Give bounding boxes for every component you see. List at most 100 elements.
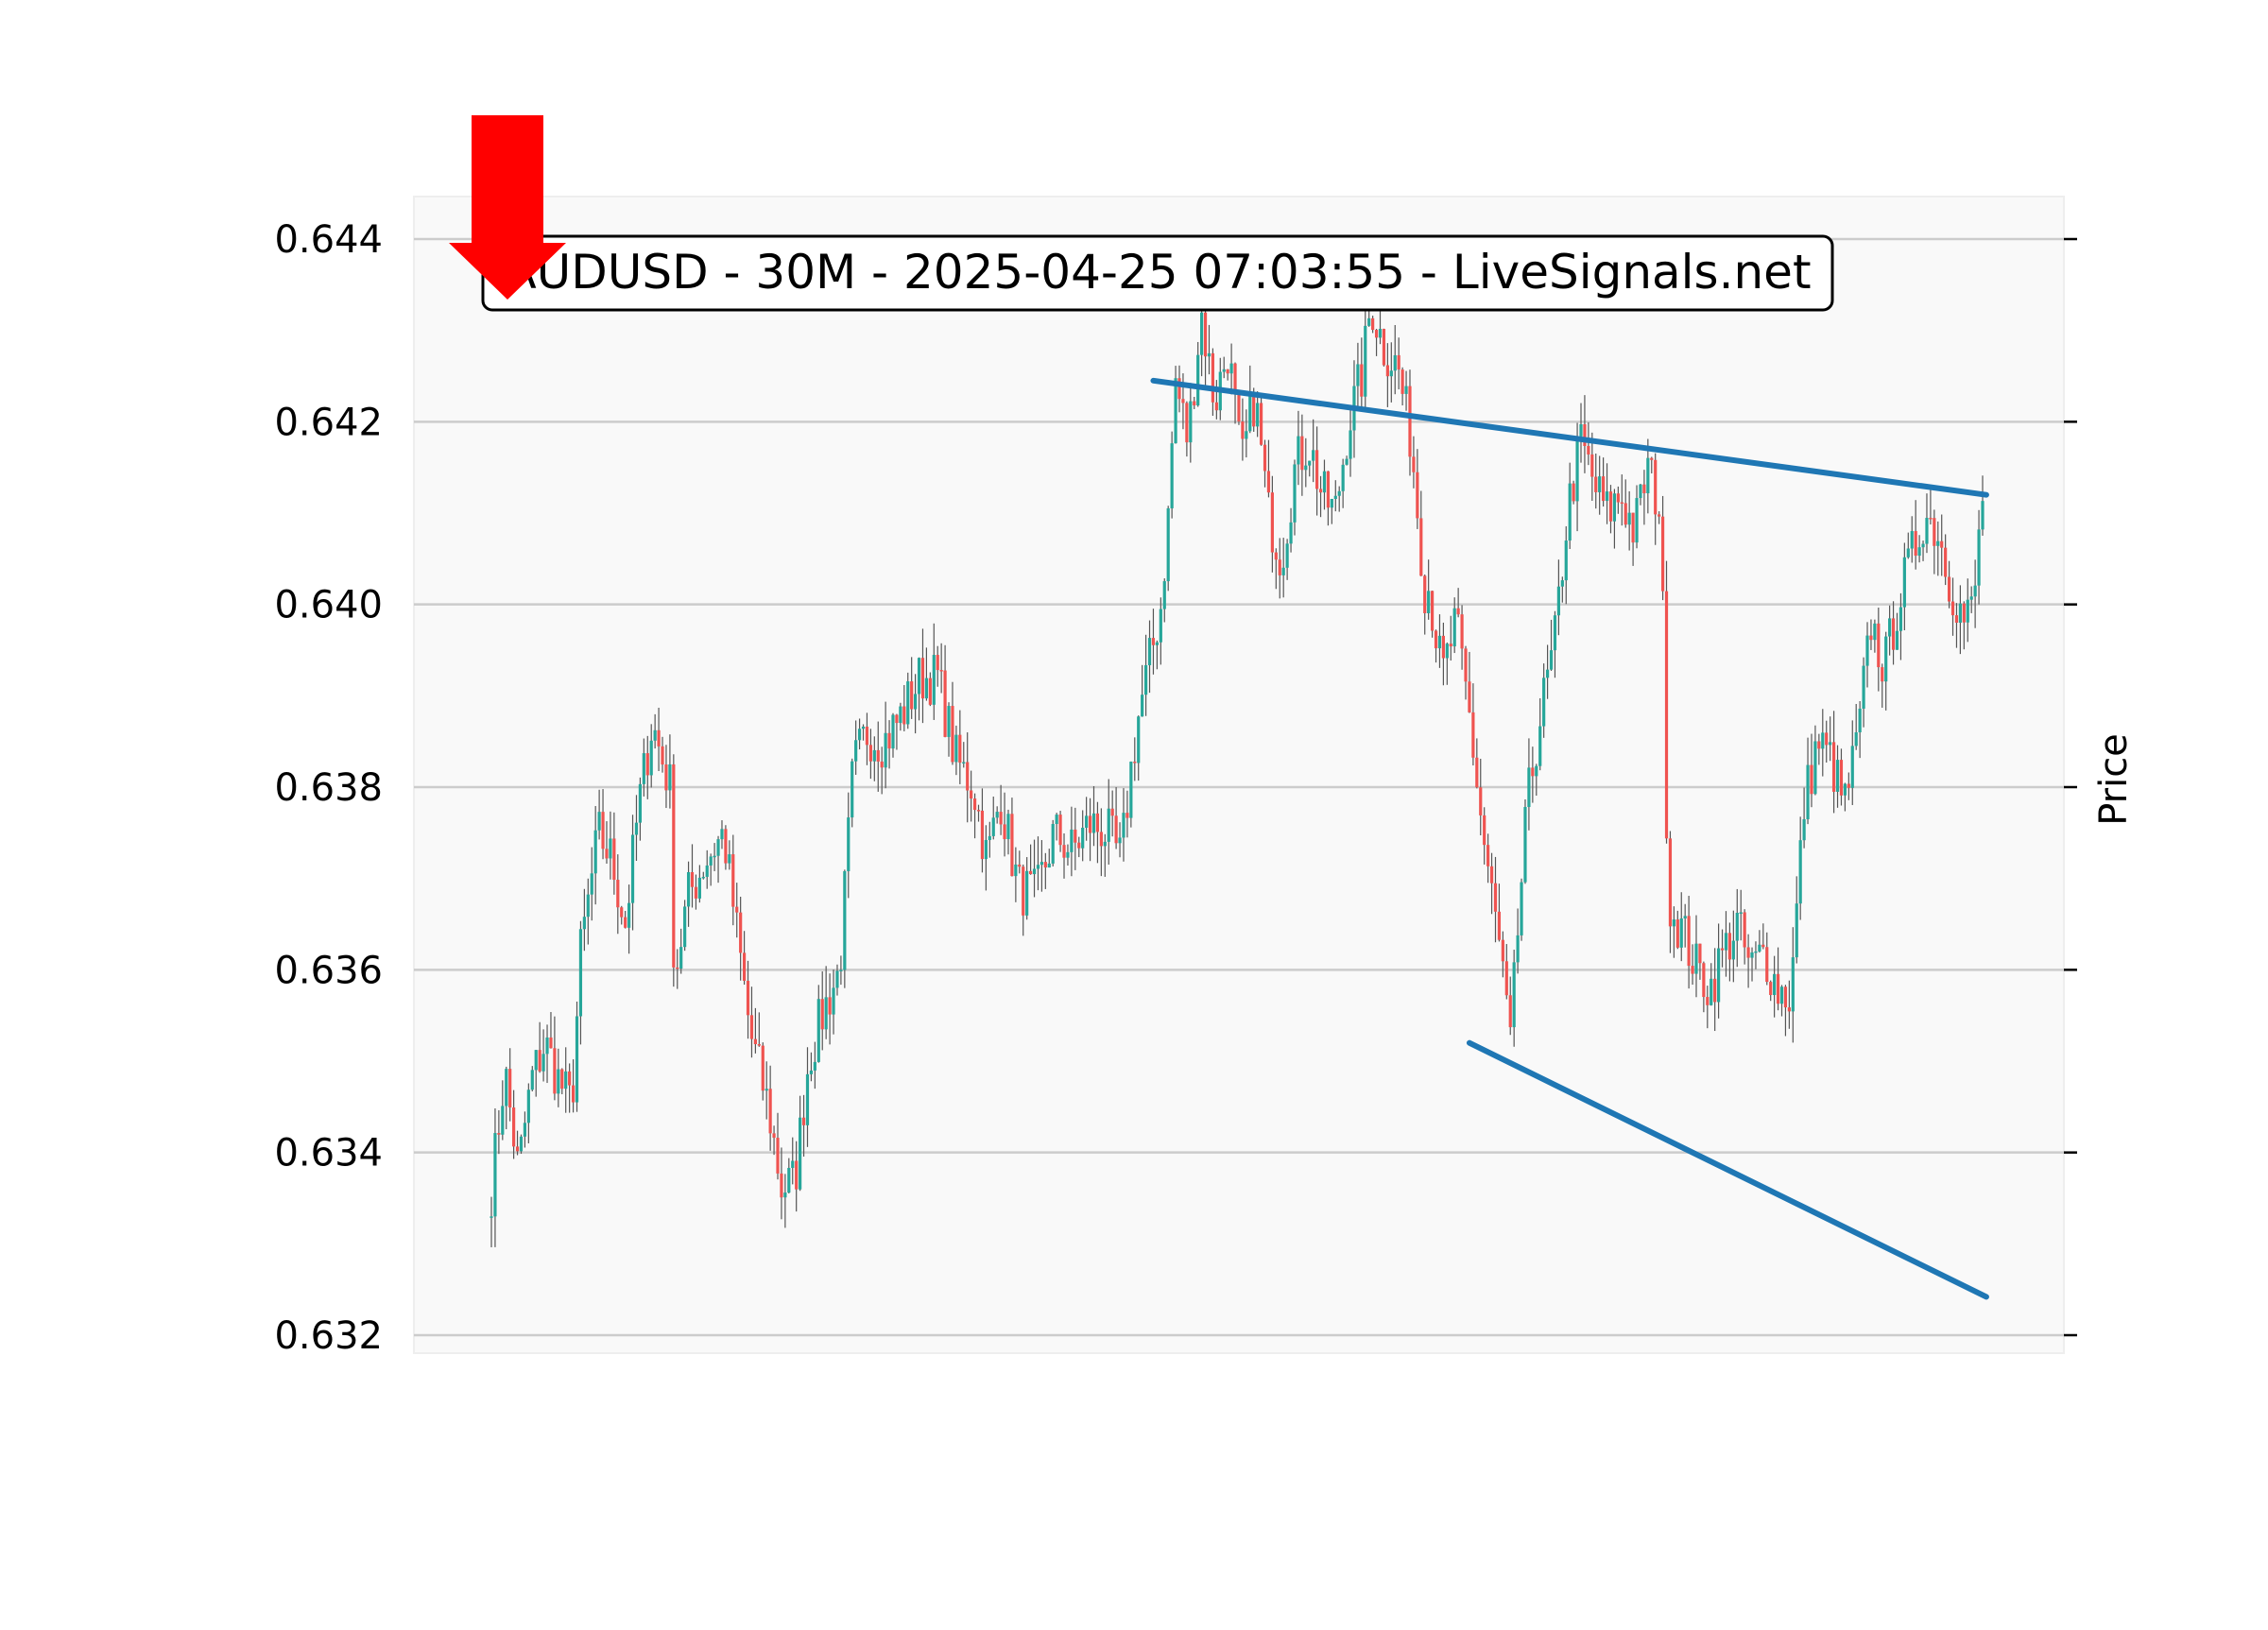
candle-up [1556,586,1560,616]
candle-up [991,817,995,836]
candle-down [1929,518,1933,520]
candle-down [1497,911,1502,940]
candle-up [1229,363,1233,374]
candle-up [1679,918,1683,948]
candle-down [1266,471,1271,493]
candle-up [1754,951,1758,953]
candle-down [1074,829,1077,843]
candle-up [668,764,672,791]
candle-up [686,871,691,907]
candle-up [1245,431,1248,439]
candle-up [578,929,583,1017]
candle-down [1233,363,1237,394]
candle-up [914,694,918,710]
candle-down [1654,459,1658,515]
candle-up [847,817,850,871]
candle-up [1337,490,1341,496]
candle-up [1545,669,1550,678]
candle-up [1627,512,1631,525]
candle-down [828,997,832,1015]
candle-down [939,670,943,672]
candle-up [816,999,820,1062]
candle-down [999,812,1003,825]
candle-up [683,906,687,948]
candle-up [1605,491,1609,502]
candle-up [884,732,887,768]
candle-down [1263,444,1267,472]
candle-down [1099,832,1103,847]
candle-up [835,970,839,988]
candle-up [1646,457,1650,494]
candle-up [861,726,866,729]
candle-up [1122,813,1125,838]
candle-down [1430,591,1435,631]
candle-down [1839,760,1844,796]
candle-down [753,1038,757,1045]
candle-up [523,1123,527,1137]
candle-up [720,829,724,840]
candle-up [716,839,720,856]
candle-up [593,830,597,874]
candle-down [1624,503,1627,525]
candle-up [1902,557,1906,608]
candle-down [1408,386,1412,457]
candle-down [1412,456,1416,472]
candle-down [801,1117,806,1125]
candle-up [1724,933,1728,951]
candle-up [1356,364,1360,386]
candle-up [1081,827,1085,849]
candle-down [1831,742,1836,792]
candle-up [1118,837,1122,844]
candle-up [1527,767,1531,808]
trendline-resistance [1150,377,1989,498]
candle-down [1010,814,1014,877]
candle-down [1151,638,1156,645]
candle-up [839,969,843,971]
candle-down [735,906,739,913]
candle-up [1921,543,1925,548]
y-tick-label-0: 0.632 [274,1314,383,1358]
candle-down [943,670,947,737]
candle-up [701,876,705,879]
candle-up [1364,325,1367,397]
candle-down [1274,552,1278,560]
candle-up [1850,746,1854,788]
candle-down [902,706,906,725]
candle-up [906,681,910,725]
candle-down [1583,423,1587,446]
candle-up [1166,507,1170,582]
candle-down [1608,491,1613,522]
candle-up [582,917,586,930]
candle-down [887,732,891,749]
candle-down [1468,681,1471,712]
candle-down [1211,352,1215,403]
candle-up [545,1037,549,1055]
candle-down [1650,457,1654,460]
candle-up [1025,870,1029,916]
y-tick-label-2: 0.636 [274,949,383,992]
candle-down [1587,445,1590,455]
candle-up [1174,378,1177,444]
candle-down [1062,845,1066,858]
candle-up [1612,493,1617,522]
candle-up [824,997,828,1030]
candle-up [1222,369,1226,372]
candle-down [1110,808,1114,816]
candle-down [1088,815,1092,833]
candle-down [1133,762,1137,764]
candle-up [1977,529,1981,586]
candle-down [951,706,954,763]
candle-down [612,838,616,881]
candle-down [676,967,679,969]
candle-down [1531,767,1535,777]
candle-up [1895,630,1899,650]
candle-up [679,947,683,969]
candle-up [962,762,966,764]
trendline-support [1466,1039,1989,1300]
candle-down [1449,643,1452,647]
candle-up [713,855,716,858]
candle-up [799,1117,802,1190]
candle-up [1312,450,1315,461]
candle-down [1423,575,1427,613]
candle-down [1241,421,1245,439]
